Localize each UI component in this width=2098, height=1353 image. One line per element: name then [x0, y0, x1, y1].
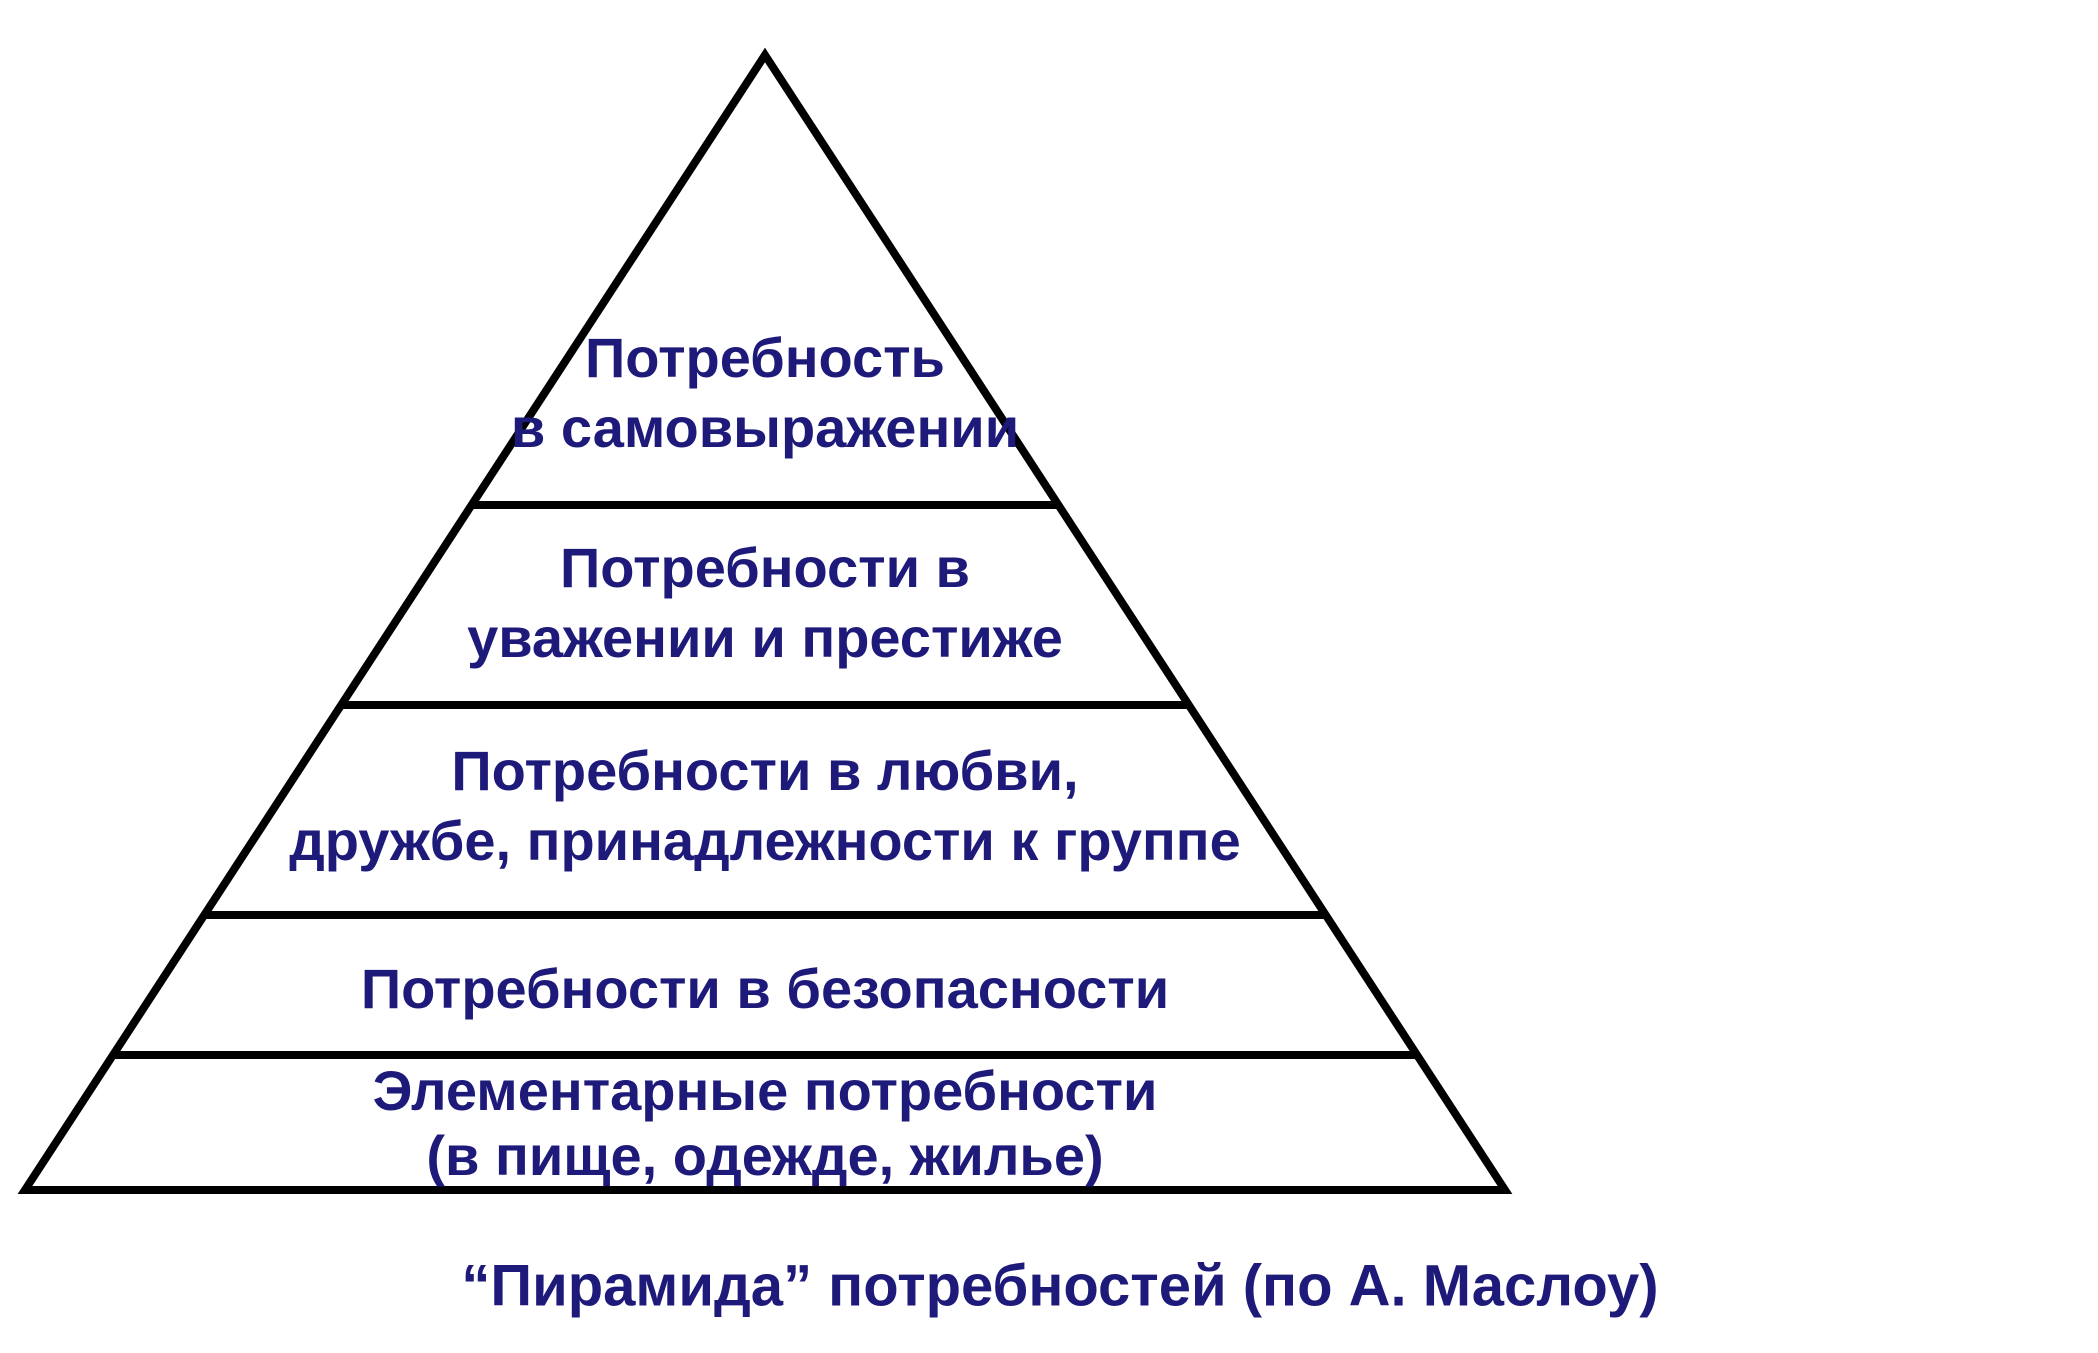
- level-1-physiological-label: (в пище, одежде, жилье): [426, 1124, 1103, 1187]
- maslow-pyramid-diagram: Потребность в самовыражении Потребности в у…: [0, 0, 2098, 1353]
- level-2-safety-label: Потребности в безопасности: [361, 957, 1169, 1020]
- level-5-self-actualization-label: Потребность: [585, 326, 945, 389]
- level-1-physiological-label: Элементарные потребности: [373, 1059, 1158, 1122]
- diagram-caption: “Пирамида” потребностей (по А. Маслоу): [461, 1253, 1658, 1318]
- level-4-esteem-label: уважении и престиже: [467, 606, 1063, 669]
- level-5-self-actualization-label: в самовыражении: [511, 396, 1019, 459]
- level-4-esteem-label: Потребности в: [560, 536, 970, 599]
- level-3-belonging-label: Потребности в любви,: [451, 739, 1078, 802]
- level-3-belonging-label: дружбе, принадлежности к группе: [289, 809, 1240, 872]
